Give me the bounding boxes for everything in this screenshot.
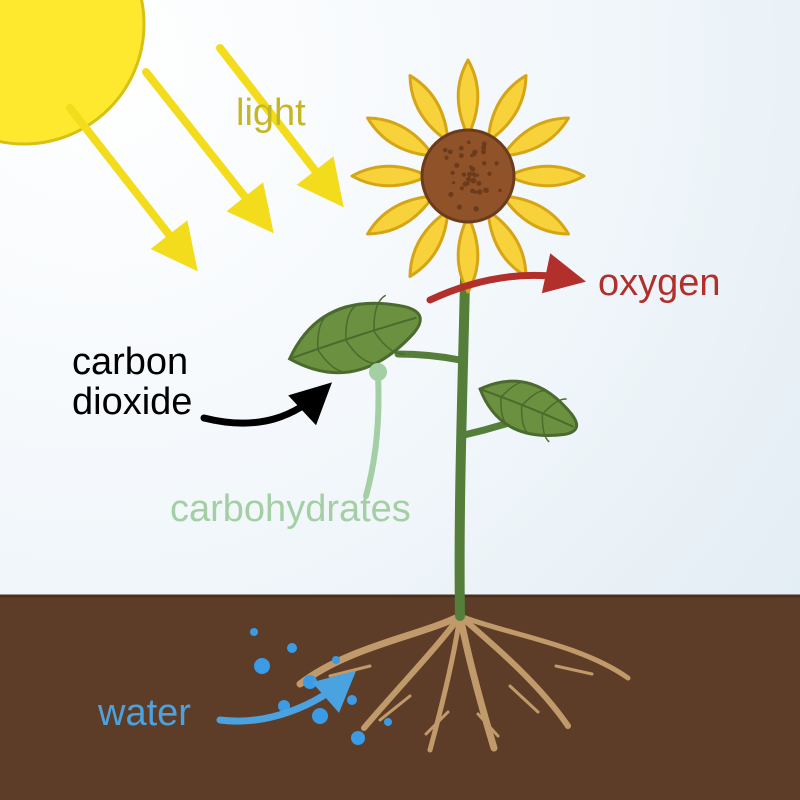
water-droplet — [287, 643, 297, 653]
label-carb: carbohydrates — [170, 488, 411, 531]
label-co2: carbon dioxide — [72, 342, 192, 422]
water-droplet — [303, 675, 317, 689]
label-light: light — [236, 92, 306, 135]
water-droplet — [250, 628, 258, 636]
water-droplet — [347, 695, 357, 705]
water-droplet — [351, 731, 365, 745]
water-droplet — [254, 658, 270, 674]
label-water: water — [98, 692, 191, 735]
water-droplet — [312, 708, 328, 724]
water-droplet — [332, 656, 340, 664]
water-droplet — [384, 718, 392, 726]
label-oxygen: oxygen — [598, 262, 721, 305]
